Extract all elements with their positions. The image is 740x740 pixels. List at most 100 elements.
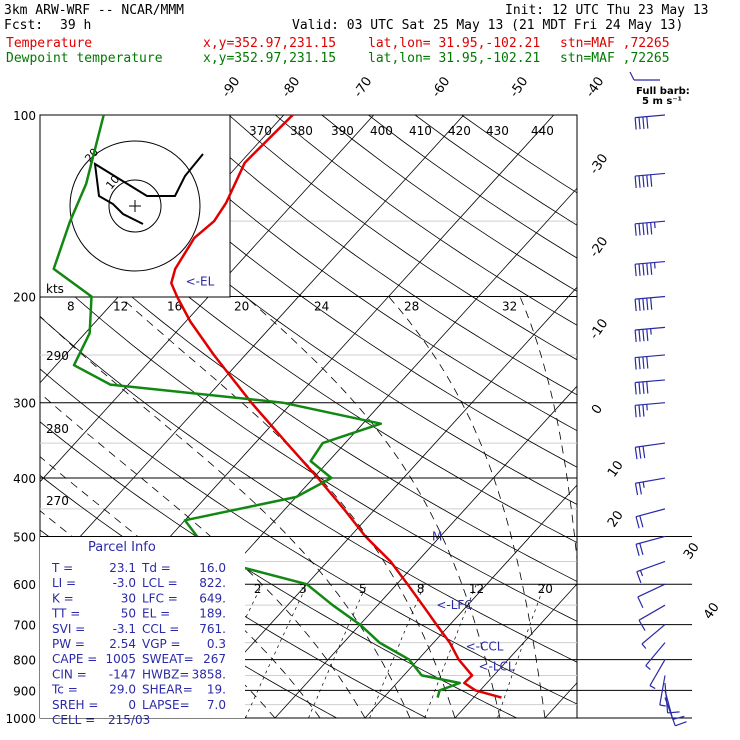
parcel-row-label-left: CIN = <box>52 667 87 681</box>
isotherm-label-10: 10 <box>605 458 627 480</box>
wind-barb-flag <box>636 571 642 584</box>
dry-adiabat-line <box>228 115 577 361</box>
wind-barb-staff <box>635 477 666 484</box>
wind-barb-flag <box>638 117 641 130</box>
wind-barb <box>635 508 666 529</box>
parcel-row-value-right: 267 <box>203 652 226 666</box>
hodo-speed-label-24: 24 <box>314 300 329 314</box>
hodograph-ring-20 <box>69 140 201 272</box>
wind-barb-flag <box>637 596 644 609</box>
wind-barb-flag <box>646 263 649 276</box>
wind-barb-flag <box>642 223 645 236</box>
parcel-row-value-right: 189. <box>199 607 226 621</box>
parcel-row-value-left: 215/03 <box>108 713 150 727</box>
wind-barb <box>634 114 666 130</box>
wind-barb-flag <box>635 516 640 529</box>
wind-barb-staff <box>636 560 666 573</box>
theta-label-420: 420 <box>448 124 471 138</box>
isotherm-line <box>725 115 740 718</box>
forecast-hour: 39 h <box>60 18 92 33</box>
wind-barb-flag <box>634 447 638 460</box>
wind-barb-flag <box>634 175 637 189</box>
parcel-row-value-right: 649. <box>199 591 226 605</box>
hodograph-trace <box>93 153 204 225</box>
init-time: Init: 12 UTC Thu 23 May 13 <box>505 3 709 18</box>
isotherm-label--70: -70 <box>351 74 375 100</box>
marker-ccl: <-CCL <box>466 639 504 653</box>
wind-barb-flag <box>646 328 649 341</box>
isotherm-label--90: -90 <box>219 74 243 100</box>
isotherm-label-0: 0 <box>589 402 606 417</box>
dewpoint-xy: x,y=352.97,231.15 <box>203 51 337 66</box>
wind-barb <box>634 326 666 342</box>
wind-barb-flag <box>650 222 653 235</box>
wind-barb <box>635 535 666 556</box>
theta-label-280: 280 <box>46 422 69 436</box>
wind-barb-flag <box>667 711 680 714</box>
mixing-ratio-label-3: 3 <box>299 582 307 596</box>
wind-barb-flag <box>634 117 637 130</box>
wind-barb <box>634 402 666 418</box>
parcel-row-value-right: 16.0 <box>199 561 226 575</box>
wind-barb-flag <box>646 174 649 188</box>
temperature-latlon: lat,lon= 31.95,-102.21 <box>368 36 541 51</box>
wind-barb <box>637 583 666 609</box>
parcel-row-value-left: 1005 <box>105 652 136 666</box>
dry-adiabat-line <box>40 264 577 622</box>
parcel-row-value-right: 19. <box>207 683 226 697</box>
mixing-ratio-label-2: 2 <box>254 582 262 596</box>
wind-barb <box>634 295 666 312</box>
marker-lfc: <-LFC <box>436 598 472 612</box>
theta-label-290: 290 <box>46 349 69 363</box>
mixing-ratio-label-5: 5 <box>359 582 367 596</box>
parcel-row-label-right: CCL = <box>142 622 179 636</box>
parcel-info-panel <box>40 537 245 718</box>
parcel-row-value-left: -3.1 <box>113 622 136 636</box>
pressure-label-800: 800 <box>13 654 36 668</box>
isotherm-line <box>454 583 577 718</box>
wind-barb-staff <box>649 659 666 686</box>
dry-adiabat-line <box>40 316 577 663</box>
valid-time: Valid: 03 UTC Sat 25 May 13 (21 MDT Fri … <box>292 18 684 33</box>
dewpoint-line <box>52 114 462 698</box>
parcel-row-value-right: 822. <box>199 576 226 590</box>
parcel-row-value-left: 2.54 <box>109 637 136 651</box>
wind-barb-staff <box>641 624 666 645</box>
theta-labels: 270 280 290 370 380 390 400 410 420 430 440 8 12 16 20… <box>46 124 554 508</box>
wind-barb-flag <box>634 329 637 342</box>
wind-barb-flag <box>642 329 645 342</box>
parcel-row-value-right: 761. <box>199 622 226 636</box>
pressure-label-400: 400 <box>13 472 36 486</box>
hodo-speed-label-16: 16 <box>167 300 182 314</box>
parcel-row-label-right: VGP = <box>142 637 181 651</box>
wind-barb-flag <box>642 404 645 417</box>
wind-barb-staff <box>635 354 666 359</box>
wind-barb-flag <box>634 405 637 418</box>
parcel-row-label-left: SVI = <box>52 622 85 636</box>
wind-barb-flag <box>642 175 645 188</box>
wind-barb-flag <box>635 544 640 556</box>
pressure-label-600: 600 <box>13 578 36 592</box>
wind-barb-flag <box>639 543 644 555</box>
dewpoint-station: stn=MAF ,72265 <box>560 51 670 66</box>
wind-barb-flag <box>634 382 637 395</box>
wind-barb-flag <box>642 446 646 459</box>
wind-barb-flag <box>634 299 637 312</box>
full-barb-legend: Full barb:5 m s⁻¹ <box>629 71 690 107</box>
marker-el: <-EL <box>186 275 215 289</box>
parcel-info-title: Parcel Info <box>88 540 156 555</box>
theta-label-270: 270 <box>46 494 69 508</box>
wind-barb-staff <box>635 402 666 406</box>
pressure-label-1000: 1000 <box>5 712 36 726</box>
wind-barb-half <box>659 704 666 707</box>
theta-label-430: 430 <box>486 124 509 138</box>
mixing-ratio-line <box>308 584 368 718</box>
wind-barb <box>649 659 666 690</box>
mixing-ratio-line <box>369 584 425 718</box>
hodo-speed-label-28: 28 <box>404 300 419 314</box>
parcel-row-value-left: 50 <box>121 607 136 621</box>
wind-barb <box>638 604 666 631</box>
dry-adiabat-line <box>88 115 577 468</box>
parcel-row-label-right: Td = <box>141 561 171 575</box>
